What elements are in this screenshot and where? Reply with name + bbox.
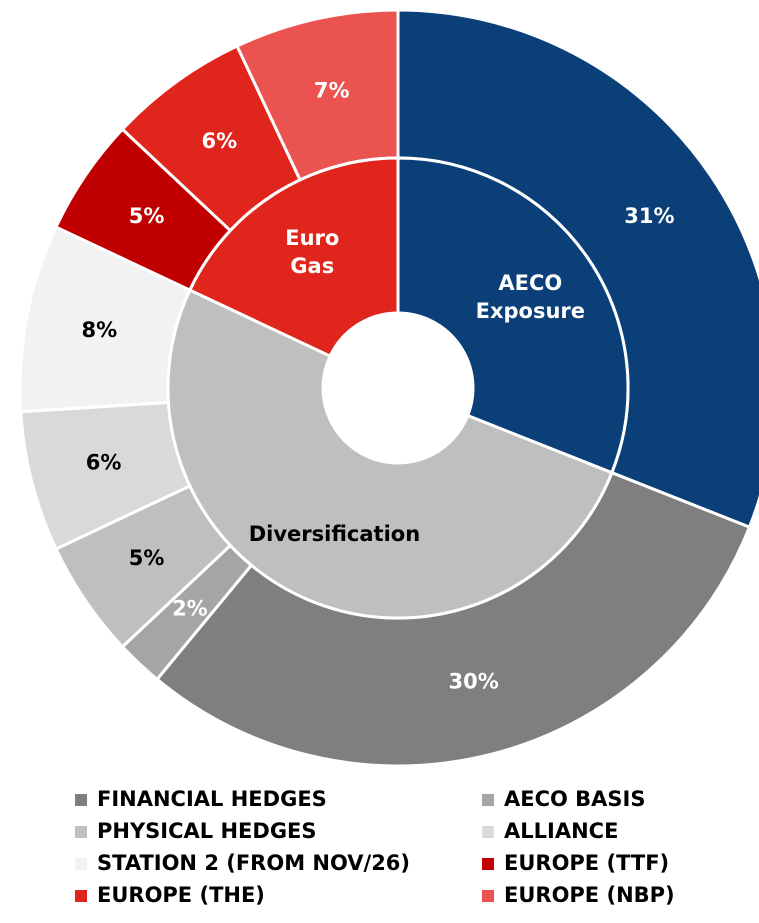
- legend-swatch: [75, 826, 87, 838]
- label-line: AECO: [498, 271, 562, 295]
- legend-label: EUROPE (NBP): [504, 883, 675, 907]
- segment: [166, 288, 614, 620]
- outer-label: 6%: [86, 451, 122, 475]
- inner-label: AECO Exposure: [476, 271, 585, 323]
- outer-label: 5%: [129, 546, 165, 570]
- outer-label: 8%: [82, 318, 118, 342]
- inner-label: Diversification: [249, 522, 420, 546]
- legend-label: ALLIANCE: [504, 819, 618, 843]
- legend-swatch: [482, 858, 494, 870]
- label-line: Euro: [285, 226, 339, 250]
- label-line: Exposure: [476, 299, 585, 323]
- legend-label: STATION 2 (FROM NOV/26): [97, 851, 410, 875]
- label-line: Gas: [290, 254, 334, 278]
- legend-swatch: [482, 826, 494, 838]
- legend-label: AECO BASIS: [504, 787, 646, 811]
- outer-label: 30%: [448, 669, 498, 693]
- inner-label: Euro Gas: [285, 226, 339, 278]
- segment: [396, 156, 630, 475]
- legend-label: EUROPE (THE): [97, 883, 265, 907]
- legend-label: FINANCIAL HEDGES: [97, 787, 327, 811]
- outer-label: 2%: [172, 597, 208, 621]
- outer-label: 31%: [624, 204, 674, 228]
- legend-label: EUROPE (TTF): [504, 851, 669, 875]
- legend: FINANCIAL HEDGES AECO BASIS PHYSICAL HEDGE…: [75, 787, 675, 907]
- legend-swatch: [75, 890, 87, 902]
- legend-swatch: [75, 858, 87, 870]
- legend-swatch: [482, 794, 494, 806]
- outer-label: 7%: [314, 78, 350, 102]
- legend-label: PHYSICAL HEDGES: [97, 819, 317, 843]
- outer-label: 5%: [129, 204, 165, 228]
- legend-swatch: [482, 890, 494, 902]
- segment: [187, 156, 400, 359]
- legend-swatch: [75, 794, 87, 806]
- outer-label: 6%: [201, 129, 237, 153]
